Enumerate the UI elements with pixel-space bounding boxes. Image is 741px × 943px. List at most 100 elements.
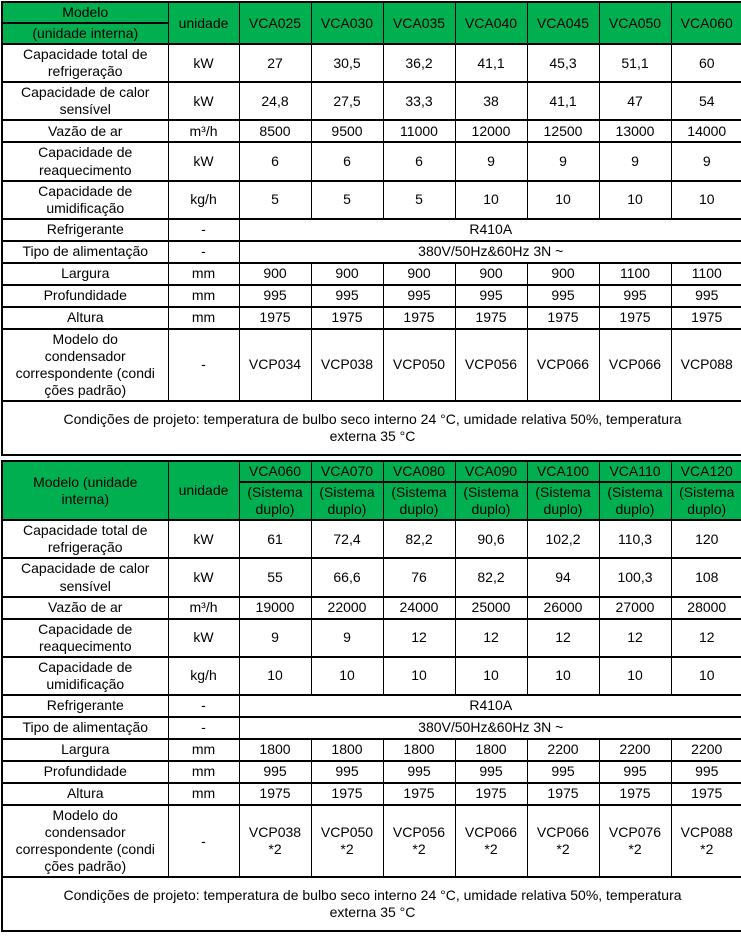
value-cell: 1975 bbox=[238, 305, 312, 330]
value-cell: 12 bbox=[382, 617, 456, 658]
header-model: VCA060 bbox=[670, 0, 741, 46]
spec-table-single-units: Modelo unidade VCA025 VCA030 VCA035 VCA0… bbox=[1, 0, 741, 457]
value-cell: 1100 bbox=[670, 261, 741, 286]
header-model-subtitle: (Sistema duplo) bbox=[310, 481, 384, 522]
spec-row: Refrigerante - R410A bbox=[1, 217, 741, 242]
header-model-subtitle: (Sistema duplo) bbox=[454, 481, 528, 522]
value-cell: 45,3 bbox=[526, 43, 600, 84]
row-label-cell: Refrigerante bbox=[1, 693, 169, 718]
value-cell: 1975 bbox=[598, 781, 672, 806]
value-cell: 10 bbox=[670, 655, 741, 696]
row-label-cell: Altura bbox=[1, 305, 169, 330]
row-label-cell: Capacidade de calor sensível bbox=[1, 81, 169, 122]
value-cell: 51,1 bbox=[598, 43, 672, 84]
spec-row: Capacidade de reaquecimento kW 6 6 6 9 9… bbox=[1, 141, 741, 182]
header-model: VCA040 bbox=[454, 0, 528, 46]
header-row: (Sistema duplo) (Sistema duplo) (Sistema… bbox=[2, 481, 741, 522]
value-cell: 1975 bbox=[454, 781, 528, 806]
value-cell: 12500 bbox=[526, 119, 600, 144]
row-label-cell: Vazão de ar bbox=[1, 595, 169, 620]
value-cell: 12 bbox=[598, 617, 672, 658]
header-model: VCA025 bbox=[238, 0, 312, 46]
value-cell: 27 bbox=[238, 43, 312, 84]
value-cell: 2200 bbox=[670, 737, 741, 762]
value-cell: 10 bbox=[526, 655, 600, 696]
header-model: VCA110 bbox=[598, 460, 672, 484]
spec-row: Vazão de ar m³/h 8500 9500 11000 12000 1… bbox=[1, 119, 741, 144]
value-cell: 1100 bbox=[598, 261, 672, 286]
value-cell: 995 bbox=[382, 283, 456, 308]
value-cell: 1975 bbox=[382, 305, 456, 330]
row-label-cell: Capacidade de calor sensível bbox=[1, 557, 169, 598]
value-cell: 9 bbox=[310, 617, 384, 658]
value-cell: 5 bbox=[382, 179, 456, 220]
row-unit-cell: - bbox=[167, 715, 240, 740]
merged-value-cell: R410A bbox=[238, 693, 741, 718]
value-cell: 10 bbox=[598, 179, 672, 220]
value-cell: 94 bbox=[526, 557, 600, 598]
header-model-title-line1: Modelo bbox=[1, 0, 169, 25]
value-cell: 19000 bbox=[238, 595, 312, 620]
header-model-subtitle: (Sistema duplo) bbox=[382, 481, 456, 522]
value-cell: 1975 bbox=[382, 781, 456, 806]
value-cell: 1800 bbox=[454, 737, 528, 762]
value-cell: 6 bbox=[382, 141, 456, 182]
value-cell: VCP066 *2 bbox=[454, 803, 528, 879]
row-label-cell: Profundidade bbox=[1, 283, 169, 308]
value-cell: 2200 bbox=[598, 737, 672, 762]
value-cell: 900 bbox=[238, 261, 312, 286]
value-cell: 1975 bbox=[598, 305, 672, 330]
value-cell: 30,5 bbox=[310, 43, 384, 84]
row-label-cell: Refrigerante bbox=[1, 217, 169, 242]
spec-row: Profundidade mm 995 995 995 995 995 995 … bbox=[1, 283, 741, 308]
value-cell: 995 bbox=[310, 283, 384, 308]
value-cell: 82,2 bbox=[382, 519, 456, 560]
value-cell: 12 bbox=[670, 617, 741, 658]
value-cell: 900 bbox=[310, 261, 384, 286]
value-cell: 11000 bbox=[382, 119, 456, 144]
value-cell: 1975 bbox=[454, 305, 528, 330]
value-cell: 995 bbox=[454, 283, 528, 308]
spec-row: Capacidade de reaquecimento kW 9 9 12 12… bbox=[1, 617, 741, 658]
header-model-title-line2: (unidade interna) bbox=[1, 22, 169, 46]
value-cell: 72,4 bbox=[310, 519, 384, 560]
header-model-subtitle: (Sistema duplo) bbox=[526, 481, 600, 522]
row-unit-cell: kW bbox=[167, 519, 240, 560]
value-cell: 36,2 bbox=[382, 43, 456, 84]
spec-row: Altura mm 1975 1975 1975 1975 1975 1975 … bbox=[1, 305, 741, 330]
header-unit-column-label: unidade bbox=[167, 460, 240, 522]
row-label-cell: Capacidade de umidificação bbox=[1, 179, 169, 220]
value-cell: 1975 bbox=[670, 305, 741, 330]
spec-row: Tipo de alimentação - 380V/50Hz&60Hz 3N … bbox=[1, 239, 741, 264]
header-model-title: Modelo (unidade interna) bbox=[1, 460, 169, 522]
spec-row: Profundidade mm 995 995 995 995 995 995 … bbox=[1, 759, 741, 784]
value-cell: 24000 bbox=[382, 595, 456, 620]
value-cell: 995 bbox=[310, 759, 384, 784]
header-unit-column-label: unidade bbox=[167, 0, 240, 46]
value-cell: 10 bbox=[670, 179, 741, 220]
value-cell: 6 bbox=[310, 141, 384, 182]
value-cell: 995 bbox=[598, 759, 672, 784]
value-cell: 9 bbox=[454, 141, 528, 182]
value-cell: VCP056 *2 bbox=[382, 803, 456, 879]
value-cell: 26000 bbox=[526, 595, 600, 620]
footer-row: Condições de projeto: temperatura de bul… bbox=[1, 400, 741, 457]
footer-row: Condições de projeto: temperatura de bul… bbox=[1, 876, 741, 933]
value-cell: 1975 bbox=[670, 781, 741, 806]
value-cell: 100,3 bbox=[598, 557, 672, 598]
spec-row: Largura mm 900 900 900 900 900 1100 1100 bbox=[1, 261, 741, 286]
value-cell: 12 bbox=[526, 617, 600, 658]
value-cell: 995 bbox=[454, 759, 528, 784]
merged-value-cell: 380V/50Hz&60Hz 3N ~ bbox=[238, 715, 741, 740]
value-cell: 5 bbox=[238, 179, 312, 220]
value-cell: VCP066 bbox=[526, 327, 600, 403]
header-model: VCA060 bbox=[238, 460, 312, 484]
spec-row: Capacidade de calor sensível kW 55 66,6 … bbox=[1, 557, 741, 598]
value-cell: 38 bbox=[454, 81, 528, 122]
row-unit-cell: mm bbox=[167, 781, 240, 806]
value-cell: 110,3 bbox=[598, 519, 672, 560]
header-model: VCA035 bbox=[382, 0, 456, 46]
spec-row: Capacidade total de refrigeração kW 61 7… bbox=[1, 519, 741, 560]
row-unit-cell: - bbox=[167, 217, 240, 242]
